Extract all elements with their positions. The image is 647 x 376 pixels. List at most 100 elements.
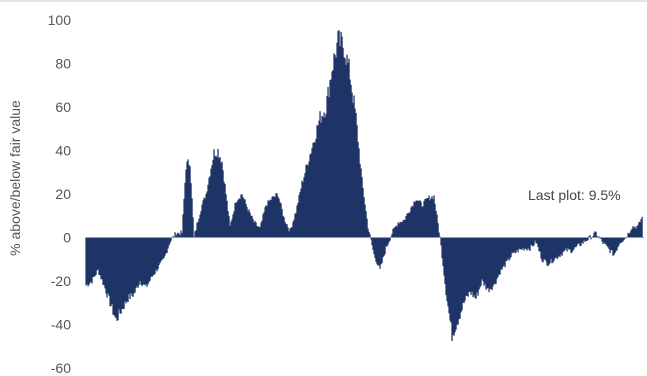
area-bar xyxy=(539,237,541,252)
area-bar xyxy=(431,196,433,238)
area-bar xyxy=(609,237,611,253)
area-bar xyxy=(396,226,398,238)
area-bar xyxy=(512,237,514,254)
area-bar xyxy=(565,237,567,249)
area-bar xyxy=(155,237,157,270)
area-bar xyxy=(510,237,512,257)
area-bar xyxy=(89,237,91,283)
area-bar xyxy=(548,237,550,265)
area-bar xyxy=(365,211,367,238)
area-bar xyxy=(203,197,205,238)
area-bar xyxy=(483,237,485,286)
area-bar xyxy=(316,125,318,238)
area-bar xyxy=(271,196,273,238)
area-bar xyxy=(267,200,269,238)
area-bar xyxy=(413,201,415,238)
area-bar xyxy=(154,237,156,274)
area-bar xyxy=(532,237,534,247)
area-bar xyxy=(147,237,149,285)
area-bar xyxy=(633,227,635,238)
area-bar xyxy=(497,237,499,277)
area-bar xyxy=(495,237,497,284)
area-bar xyxy=(136,237,138,287)
area-bar xyxy=(607,237,609,248)
area-bar xyxy=(419,200,421,238)
area-bar xyxy=(493,237,495,284)
area-bar xyxy=(411,205,413,238)
area-bar xyxy=(581,237,583,243)
area-bar xyxy=(304,173,306,238)
area-bar xyxy=(366,218,368,238)
area-bar xyxy=(156,237,158,272)
area-bar xyxy=(586,237,588,241)
area-bar xyxy=(447,237,449,307)
area-bar xyxy=(462,237,464,303)
area-bar xyxy=(301,180,303,238)
area-bar xyxy=(216,157,218,238)
area-bar xyxy=(395,225,397,238)
area-bar xyxy=(291,226,293,238)
area-bar xyxy=(253,222,255,238)
area-bar xyxy=(621,237,623,243)
area-bar xyxy=(97,237,99,270)
y-tick-label: 0 xyxy=(63,230,71,246)
area-bar xyxy=(118,237,120,310)
area-bar xyxy=(430,198,432,238)
y-tick-label: 60 xyxy=(55,99,71,115)
area-bar xyxy=(323,112,325,238)
area-bar xyxy=(274,196,276,238)
area-bar xyxy=(169,237,171,244)
area-bar xyxy=(236,201,238,238)
area-bar xyxy=(119,237,121,314)
area-bar xyxy=(610,237,612,251)
area-bar xyxy=(554,237,556,259)
area-bar xyxy=(261,220,263,238)
area-bar xyxy=(324,117,326,238)
area-bar xyxy=(544,237,546,260)
area-bar xyxy=(170,237,172,241)
area-bar xyxy=(256,225,258,238)
area-bar xyxy=(319,111,321,238)
area-bar xyxy=(345,64,347,238)
area-bar xyxy=(423,200,425,238)
area-bar xyxy=(179,235,181,238)
area-bar xyxy=(474,237,476,298)
area-bar xyxy=(229,225,231,238)
area-bar xyxy=(604,237,606,244)
area-bar xyxy=(238,198,240,238)
area-bar xyxy=(485,237,487,290)
area-bar xyxy=(88,237,90,285)
area-bar xyxy=(162,237,164,259)
area-bar xyxy=(452,237,454,335)
area-bar xyxy=(393,227,395,238)
area-bar xyxy=(307,165,309,238)
area-bar xyxy=(535,237,537,244)
area-bar xyxy=(406,213,408,238)
area-bar xyxy=(100,237,102,280)
area-bar xyxy=(225,194,227,238)
area-bar xyxy=(421,206,423,238)
area-bar xyxy=(289,228,291,238)
area-bar xyxy=(318,120,320,238)
area-bar xyxy=(469,237,471,293)
area-bar xyxy=(600,237,602,239)
area-bar xyxy=(277,196,279,238)
area-bar xyxy=(433,195,435,238)
area-bar xyxy=(634,226,636,238)
area-bar xyxy=(269,199,271,238)
area-bar xyxy=(230,221,232,238)
area-bar xyxy=(444,237,446,284)
area-bar xyxy=(472,237,474,298)
area-bar xyxy=(487,237,489,288)
area-bar xyxy=(125,237,127,304)
area-bar xyxy=(538,237,540,252)
area-bar xyxy=(408,213,410,238)
area-bar xyxy=(374,237,376,259)
area-bar xyxy=(577,237,579,244)
area-bar xyxy=(517,237,519,253)
area-bar xyxy=(486,237,488,289)
area-bar xyxy=(405,216,407,238)
area-bar xyxy=(310,153,312,238)
area-bar xyxy=(325,113,327,238)
area-bar xyxy=(410,207,412,238)
